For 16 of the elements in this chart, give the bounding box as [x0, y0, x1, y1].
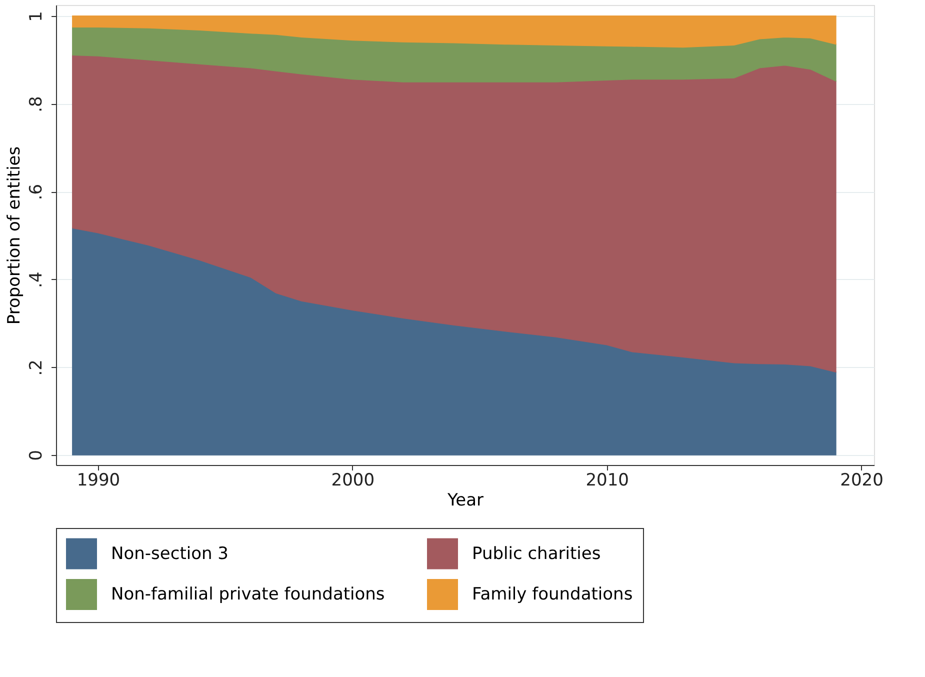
- legend-label: Public charities: [472, 544, 601, 564]
- x-tick-label: 2020: [840, 470, 884, 490]
- x-tick-label: 2010: [586, 470, 629, 490]
- y-tick-label: 1: [26, 11, 46, 22]
- y-axis-title: Proportion of entities: [4, 146, 24, 325]
- y-tick-label: .4: [26, 272, 46, 288]
- x-axis-title: Year: [446, 490, 484, 510]
- legend-label: Family foundations: [472, 584, 633, 604]
- x-tick-label: 2000: [331, 470, 375, 490]
- legend-label: Non-familial private foundations: [111, 584, 385, 604]
- y-tick-label: 0: [26, 450, 46, 461]
- y-tick-label: .8: [26, 96, 46, 112]
- y-tick-label: .6: [26, 184, 46, 200]
- y-tick-label: .2: [26, 360, 46, 376]
- legend-label: Non-section 3: [111, 544, 228, 564]
- x-tick-label: 1990: [76, 470, 120, 490]
